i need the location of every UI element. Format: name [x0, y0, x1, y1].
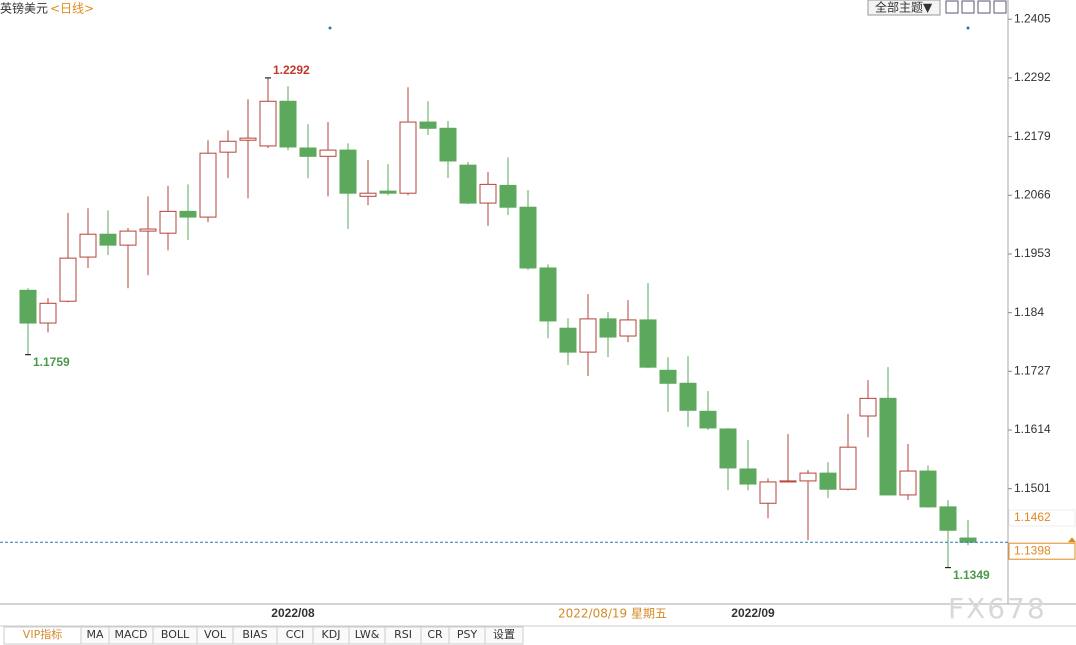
tab[interactable]: RSI [394, 628, 412, 641]
candle-body [819, 472, 837, 490]
candle-body [419, 121, 437, 129]
candle-body [339, 149, 357, 194]
candle-body [239, 137, 257, 141]
candle-body [59, 257, 77, 302]
y-tick-label: 1.1501 [1014, 481, 1051, 495]
marker-price-label: 1.1462 [1014, 510, 1051, 524]
y-tick-label: 1.1727 [1014, 364, 1051, 378]
tab[interactable]: BOLL [161, 628, 190, 641]
candle-body [139, 228, 157, 232]
tab[interactable]: KDJ [322, 628, 341, 641]
candle-body [659, 369, 677, 384]
tab[interactable]: CR [427, 628, 443, 641]
candle-body [619, 319, 637, 337]
last-price-label: 1.1398 [1014, 543, 1051, 557]
candle-body [379, 190, 397, 194]
extreme-label: 1.1759 [33, 355, 70, 369]
candle-body [839, 446, 857, 490]
candle-body [459, 164, 477, 204]
candle-body [799, 472, 817, 482]
candle-body [739, 468, 757, 485]
candle-body [219, 140, 237, 153]
tab[interactable]: 设置 [493, 628, 515, 641]
y-tick-label: 1.1953 [1014, 246, 1051, 260]
x-tick-label: 2022/08 [271, 606, 315, 620]
y-tick-label: 1.2292 [1014, 70, 1051, 84]
extreme-label: 1.1349 [953, 568, 990, 582]
candle-body [279, 100, 297, 148]
candle-body [79, 233, 97, 258]
candle-body [359, 192, 377, 197]
candle-body [719, 428, 737, 469]
y-tick-label: 1.2066 [1014, 187, 1051, 201]
marker-dot [328, 26, 332, 30]
tab[interactable]: VIP指标 [23, 627, 62, 641]
candle-body [679, 382, 697, 411]
period[interactable]: <日线> [50, 2, 94, 16]
y-tick-label: 1.184 [1014, 305, 1044, 319]
candle-body [599, 318, 617, 338]
last-price-box [1008, 542, 1076, 560]
watermark: FX678 [948, 592, 1047, 625]
candle-body [639, 319, 657, 368]
toolbar-icons[interactable] [945, 0, 1007, 14]
tab[interactable]: BIAS [242, 628, 267, 641]
candle-body [539, 267, 557, 322]
y-tick-label: 1.2405 [1014, 11, 1051, 25]
cursor-date: 2022/08/19 星期五 [558, 607, 667, 621]
candle-body [99, 233, 117, 246]
marker-price-box [1008, 509, 1076, 527]
last-price-arrow [1068, 537, 1076, 543]
theme-button-box[interactable] [867, 0, 941, 16]
tab[interactable]: LW& [355, 628, 380, 641]
theme-button[interactable]: 全部主题▼ [875, 0, 933, 15]
candle-body [19, 289, 37, 324]
candle-body [499, 184, 517, 208]
symbol: 英镑美元 [0, 1, 48, 16]
candle-body [519, 206, 537, 269]
tab[interactable]: MA [86, 628, 103, 641]
candle-body [959, 537, 977, 543]
candle-body [859, 397, 877, 417]
candle-body [699, 410, 717, 429]
marker-dot [966, 26, 970, 30]
tab[interactable]: CCI [286, 628, 305, 641]
candle-body [199, 152, 217, 218]
y-tick-label: 1.1614 [1014, 422, 1051, 436]
candle-body [919, 470, 937, 508]
candle-body [39, 302, 57, 324]
candle-body [579, 318, 597, 353]
candle-body [899, 470, 917, 496]
x-tick-label: 2022/09 [731, 606, 775, 620]
candle-body [779, 480, 797, 483]
candle-body [119, 230, 137, 246]
candle-body [439, 127, 457, 162]
candle-body [559, 327, 577, 353]
candle-body [319, 149, 337, 157]
tab[interactable]: PSY [457, 628, 478, 641]
candle-body [759, 481, 777, 504]
candle-body [179, 210, 197, 218]
candle-body [299, 147, 317, 157]
tab[interactable]: VOL [204, 628, 227, 641]
tab[interactable]: MACD [115, 628, 148, 641]
extreme-label: 1.2292 [273, 63, 310, 77]
candle-body [159, 210, 177, 234]
candle-body [879, 397, 897, 496]
candle-body [479, 183, 497, 204]
candle-body [939, 506, 957, 531]
candle-body [399, 121, 417, 194]
y-tick-label: 1.2179 [1014, 129, 1051, 143]
tab-box[interactable] [484, 626, 524, 645]
candle-body [259, 100, 277, 147]
